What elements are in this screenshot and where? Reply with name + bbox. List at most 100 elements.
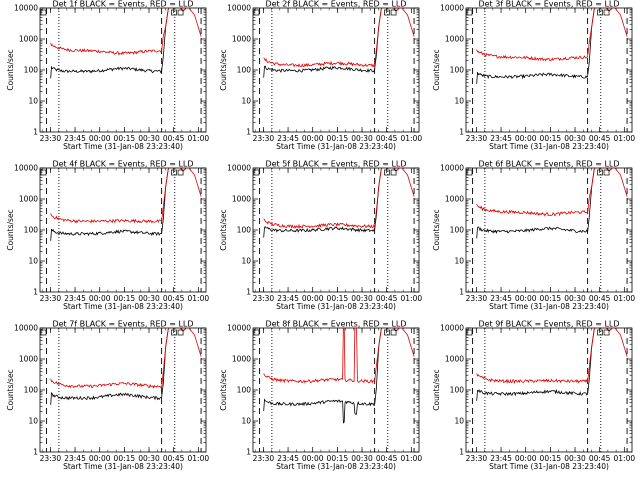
y-tick-label: 10000 — [227, 4, 251, 13]
x-tick-label: 00:15 — [327, 454, 349, 463]
x-tick-label: 00:30 — [564, 134, 586, 143]
x-tick-label: 01:00 — [188, 294, 210, 303]
y-tick-label: 100 — [237, 66, 252, 75]
x-tick-label: 00:45 — [376, 454, 398, 463]
series-red-line — [476, 8, 628, 62]
x-tick-label: 01:00 — [614, 454, 636, 463]
y-tick-label: 10000 — [14, 324, 38, 333]
y-tick-label: 1 — [246, 448, 251, 457]
x-axis-label: Start Time (31-Jan-08 23:23:40) — [489, 142, 609, 151]
series-black-line — [50, 328, 188, 405]
y-axis-label: Counts/sec — [6, 369, 15, 410]
marker-box — [603, 9, 610, 16]
series-black-line — [263, 8, 401, 78]
marker-box — [466, 9, 473, 16]
marker-box — [390, 9, 397, 16]
marker-box — [40, 329, 47, 336]
marker-box — [597, 9, 603, 16]
y-tick-label: 1000 — [19, 355, 38, 364]
panel-det-5: Det 5f BLACK = Events, RED = LLD 1 10 100 10… — [219, 160, 422, 312]
x-tick-label: 23:45 — [490, 134, 512, 143]
y-tick-label: 1000 — [445, 195, 464, 204]
marker-box — [253, 169, 260, 176]
x-axis-label: Start Time (31-Jan-08 23:23:40) — [63, 302, 183, 311]
plot-frame — [465, 7, 633, 133]
x-tick-label: 00:00 — [89, 294, 111, 303]
series-red-line — [50, 168, 202, 224]
x-tick-label: 23:30 — [40, 134, 62, 143]
y-tick-label: 10000 — [440, 164, 464, 173]
x-tick-label: 00:00 — [515, 454, 537, 463]
x-tick-label: 00:30 — [138, 134, 160, 143]
panel-title: Det 2f BLACK = Events, RED = LLD — [265, 0, 406, 9]
panel-title: Det 5f BLACK = Events, RED = LLD — [265, 160, 406, 169]
x-tick-label: 00:15 — [114, 294, 136, 303]
x-tick-label: 00:15 — [114, 454, 136, 463]
panel-det-2: Det 2f BLACK = Events, RED = LLD 1 10 100 10… — [219, 0, 422, 151]
panel-det-8: Det 8f BLACK = Events, RED = LLD 1 10 100 10… — [219, 320, 422, 472]
x-axis-label: Start Time (31-Jan-08 23:23:40) — [63, 142, 183, 151]
y-axis-label: Counts/sec — [219, 209, 228, 250]
x-tick-label: 00:45 — [589, 454, 611, 463]
series-red-line — [50, 8, 202, 56]
y-tick-label: 1000 — [19, 195, 38, 204]
x-tick-label: 01:00 — [401, 294, 423, 303]
x-tick-label: 00:30 — [564, 454, 586, 463]
y-tick-label: 100 — [450, 226, 465, 235]
x-tick-label: 00:45 — [163, 294, 185, 303]
x-tick-label: 00:15 — [540, 134, 562, 143]
y-tick-label: 1 — [33, 288, 38, 297]
y-axis-label: Counts/sec — [432, 369, 441, 410]
x-tick-label: 23:30 — [466, 134, 488, 143]
x-axis-label: Start Time (31-Jan-08 23:23:40) — [489, 462, 609, 471]
panel-det-7: Det 7f BLACK = Events, RED = LLD 1 10 100 10… — [6, 320, 209, 472]
marker-box — [466, 169, 473, 176]
y-axis-label: Counts/sec — [6, 49, 15, 90]
x-tick-label: 00:15 — [327, 294, 349, 303]
y-tick-label: 100 — [237, 386, 252, 395]
x-tick-label: 23:45 — [277, 454, 299, 463]
y-tick-label: 10 — [454, 257, 464, 266]
x-axis-label: Start Time (31-Jan-08 23:23:40) — [276, 302, 396, 311]
x-tick-label: 00:00 — [515, 134, 537, 143]
x-tick-label: 00:45 — [376, 294, 398, 303]
x-tick-label: 23:45 — [64, 454, 86, 463]
y-tick-label: 10 — [241, 417, 251, 426]
y-tick-label: 10000 — [440, 4, 464, 13]
y-tick-label: 100 — [24, 226, 39, 235]
panel-det-3: Det 3f BLACK = Events, RED = LLD 1 10 100 10… — [432, 0, 635, 151]
marker-box — [384, 9, 390, 16]
marker-box — [603, 169, 610, 176]
y-tick-label: 1 — [33, 448, 38, 457]
series-black-line — [263, 328, 401, 424]
marker-box — [390, 329, 397, 336]
x-tick-label: 23:45 — [64, 134, 86, 143]
y-tick-label: 1000 — [232, 35, 251, 44]
y-axis-label: Counts/sec — [219, 49, 228, 90]
plot-frame — [465, 327, 633, 453]
plot-frame — [39, 7, 207, 133]
x-tick-label: 00:00 — [515, 294, 537, 303]
marker-box — [384, 169, 390, 176]
y-axis-label: Counts/sec — [6, 209, 15, 250]
series-red-line — [263, 328, 415, 384]
x-tick-label: 00:45 — [589, 294, 611, 303]
y-tick-label: 10000 — [440, 324, 464, 333]
x-tick-label: 00:30 — [138, 454, 160, 463]
y-tick-label: 10000 — [227, 324, 251, 333]
x-tick-label: 00:30 — [351, 134, 373, 143]
x-tick-label: 23:45 — [490, 294, 512, 303]
x-tick-label: 00:45 — [589, 134, 611, 143]
x-tick-label: 00:15 — [327, 134, 349, 143]
y-tick-label: 10 — [28, 97, 38, 106]
series-red-line — [476, 328, 628, 385]
marker-box — [253, 9, 260, 16]
y-tick-label: 100 — [450, 66, 465, 75]
y-tick-label: 10 — [241, 97, 251, 106]
x-tick-label: 01:00 — [401, 454, 423, 463]
x-tick-label: 01:00 — [614, 294, 636, 303]
x-tick-label: 23:30 — [40, 294, 62, 303]
y-tick-label: 10 — [454, 417, 464, 426]
marker-box — [177, 9, 184, 16]
